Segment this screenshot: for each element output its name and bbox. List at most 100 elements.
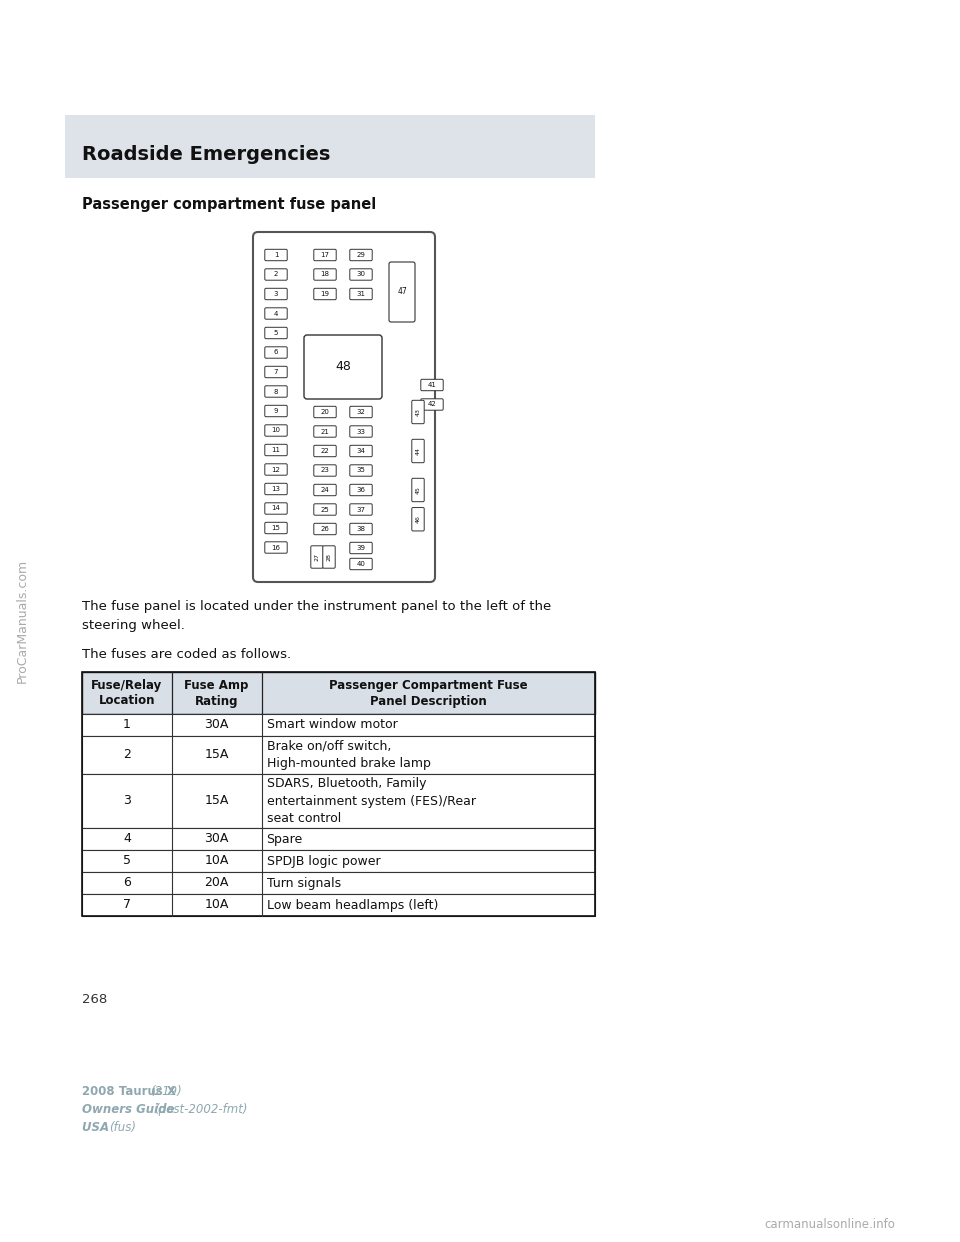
- Text: 25: 25: [321, 507, 329, 513]
- FancyBboxPatch shape: [314, 446, 336, 457]
- Text: Fuse/Relay
Location: Fuse/Relay Location: [91, 678, 162, 708]
- Bar: [82, 774, 595, 828]
- FancyBboxPatch shape: [265, 405, 287, 417]
- FancyBboxPatch shape: [349, 543, 372, 554]
- FancyBboxPatch shape: [265, 250, 287, 261]
- Text: 9: 9: [274, 409, 278, 414]
- Text: 6: 6: [274, 349, 278, 355]
- FancyBboxPatch shape: [389, 262, 415, 322]
- FancyBboxPatch shape: [265, 347, 287, 358]
- Text: 20: 20: [321, 409, 329, 415]
- Text: SDARS, Bluetooth, Family
entertainment system (FES)/Rear
seat control: SDARS, Bluetooth, Family entertainment s…: [267, 777, 475, 825]
- Text: 39: 39: [356, 545, 366, 551]
- Text: 10A: 10A: [204, 854, 228, 867]
- Text: 40: 40: [356, 561, 366, 568]
- Text: 48: 48: [335, 360, 351, 374]
- FancyBboxPatch shape: [265, 523, 287, 534]
- FancyBboxPatch shape: [265, 288, 287, 299]
- Text: 5: 5: [123, 854, 131, 867]
- FancyBboxPatch shape: [314, 250, 336, 261]
- Bar: [82, 672, 595, 714]
- Text: 38: 38: [356, 527, 366, 532]
- FancyBboxPatch shape: [265, 503, 287, 514]
- FancyBboxPatch shape: [349, 406, 372, 417]
- FancyBboxPatch shape: [349, 484, 372, 496]
- FancyBboxPatch shape: [314, 523, 336, 535]
- FancyBboxPatch shape: [349, 426, 372, 437]
- Text: 16: 16: [272, 544, 280, 550]
- FancyBboxPatch shape: [265, 328, 287, 339]
- Text: 6: 6: [123, 877, 131, 889]
- Text: 15A: 15A: [204, 749, 228, 761]
- Bar: [65, 116, 595, 178]
- Text: Low beam headlamps (left): Low beam headlamps (left): [267, 898, 438, 912]
- Bar: [82, 714, 595, 737]
- Text: 1: 1: [123, 719, 131, 732]
- Text: Passenger compartment fuse panel: Passenger compartment fuse panel: [82, 197, 376, 212]
- Text: 24: 24: [321, 487, 329, 493]
- Bar: [82, 737, 595, 774]
- Text: 1: 1: [274, 252, 278, 258]
- Text: (219): (219): [150, 1086, 181, 1098]
- FancyBboxPatch shape: [314, 406, 336, 417]
- Text: Owners Guide: Owners Guide: [82, 1103, 179, 1117]
- Text: 45: 45: [416, 486, 420, 494]
- Bar: [82, 672, 595, 917]
- Text: 43: 43: [416, 409, 420, 416]
- Text: 37: 37: [356, 507, 366, 513]
- Text: 7: 7: [274, 369, 278, 375]
- Text: 7: 7: [123, 898, 131, 912]
- Text: 30: 30: [356, 272, 366, 277]
- FancyBboxPatch shape: [253, 232, 435, 582]
- Text: 10A: 10A: [204, 898, 228, 912]
- Text: ProCarManuals.com: ProCarManuals.com: [15, 559, 29, 683]
- FancyBboxPatch shape: [265, 483, 287, 494]
- FancyBboxPatch shape: [265, 268, 287, 281]
- Text: 23: 23: [321, 467, 329, 473]
- Text: 3: 3: [123, 795, 131, 807]
- FancyBboxPatch shape: [265, 425, 287, 436]
- FancyBboxPatch shape: [265, 445, 287, 456]
- Text: Smart window motor: Smart window motor: [267, 719, 397, 732]
- FancyBboxPatch shape: [349, 523, 372, 535]
- FancyBboxPatch shape: [420, 379, 444, 391]
- Text: 18: 18: [321, 272, 329, 277]
- Text: 31: 31: [356, 291, 366, 297]
- FancyBboxPatch shape: [314, 484, 336, 496]
- FancyBboxPatch shape: [323, 545, 335, 568]
- Text: carmanualsonline.info: carmanualsonline.info: [764, 1218, 895, 1231]
- Bar: [82, 828, 595, 850]
- FancyBboxPatch shape: [349, 288, 372, 299]
- Text: 2008 Taurus X: 2008 Taurus X: [82, 1086, 180, 1098]
- Text: 13: 13: [272, 486, 280, 492]
- Text: 15A: 15A: [204, 795, 228, 807]
- FancyBboxPatch shape: [412, 400, 424, 424]
- Text: 12: 12: [272, 467, 280, 472]
- Text: Turn signals: Turn signals: [267, 877, 341, 889]
- Text: Brake on/off switch,
High-mounted brake lamp: Brake on/off switch, High-mounted brake …: [267, 740, 430, 770]
- Text: 28: 28: [326, 553, 331, 561]
- FancyBboxPatch shape: [314, 426, 336, 437]
- FancyBboxPatch shape: [314, 268, 336, 281]
- FancyBboxPatch shape: [420, 399, 444, 410]
- Text: 4: 4: [123, 832, 131, 846]
- Text: SPDJB logic power: SPDJB logic power: [267, 854, 380, 867]
- FancyBboxPatch shape: [349, 559, 372, 570]
- Text: 2: 2: [274, 272, 278, 277]
- FancyBboxPatch shape: [349, 465, 372, 476]
- Text: 47: 47: [397, 287, 407, 297]
- Text: 3: 3: [274, 291, 278, 297]
- Text: The fuse panel is located under the instrument panel to the left of the
steering: The fuse panel is located under the inst…: [82, 600, 551, 632]
- Text: 32: 32: [356, 409, 366, 415]
- Text: Fuse Amp
Rating: Fuse Amp Rating: [184, 678, 249, 708]
- Text: 22: 22: [321, 448, 329, 455]
- Text: 26: 26: [321, 527, 329, 532]
- Text: 27: 27: [315, 553, 320, 561]
- FancyBboxPatch shape: [265, 463, 287, 476]
- Text: 5: 5: [274, 330, 278, 337]
- Text: 11: 11: [272, 447, 280, 453]
- Text: 14: 14: [272, 505, 280, 512]
- FancyBboxPatch shape: [349, 250, 372, 261]
- FancyBboxPatch shape: [412, 440, 424, 463]
- Text: 20A: 20A: [204, 877, 228, 889]
